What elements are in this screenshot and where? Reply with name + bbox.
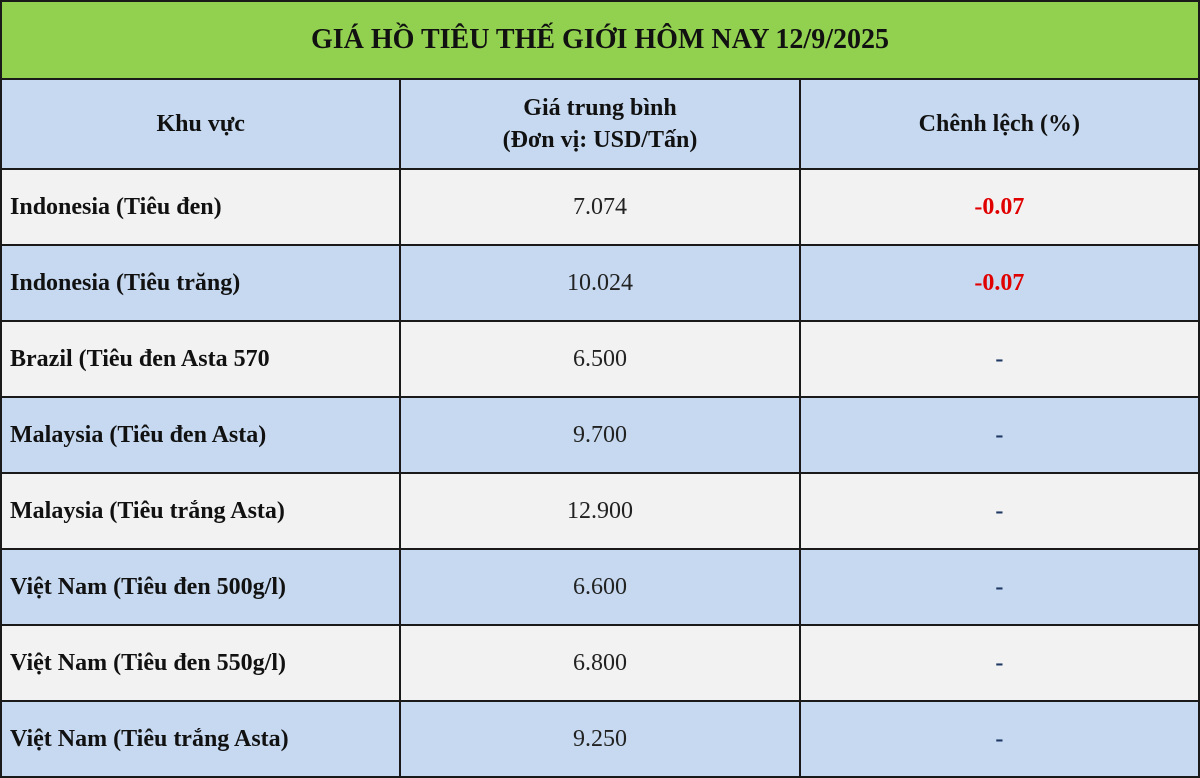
region-cell: Brazil (Tiêu đen Asta 570 xyxy=(0,320,402,398)
change-cell: - xyxy=(798,320,1200,398)
header-price-line1: Giá trung bình xyxy=(523,94,677,121)
table-row: Việt Nam (Tiêu trắng Asta) 9.250- xyxy=(0,700,1200,778)
table-row: Malaysia (Tiêu trắng Asta) 12.900- xyxy=(0,472,1200,550)
table-row: Việt Nam (Tiêu đen 550g/l) 6.800- xyxy=(0,624,1200,702)
table-row: Indonesia (Tiêu đen) 7.074 -0.07 xyxy=(0,168,1200,246)
price-cell: 9.700 xyxy=(399,396,801,474)
change-cell: - xyxy=(798,548,1200,626)
change-cell: - xyxy=(798,472,1200,550)
region-cell: Indonesia (Tiêu đen) xyxy=(0,168,402,246)
table-title: GIÁ HỒ TIÊU THẾ GIỚI HÔM NAY 12/9/2025 xyxy=(0,0,1200,80)
change-cell: - xyxy=(798,396,1200,474)
region-cell: Việt Nam (Tiêu đen 550g/l) xyxy=(0,624,402,702)
price-cell: 12.900 xyxy=(399,472,801,550)
price-cell: 10.024 xyxy=(399,244,801,322)
region-cell: Malaysia (Tiêu đen Asta) xyxy=(0,396,402,474)
header-price: Giá trung bình (Đơn vị: USD/Tấn) xyxy=(399,78,801,170)
price-cell: 6.500 xyxy=(399,320,801,398)
table-row: Malaysia (Tiêu đen Asta) 9.700- xyxy=(0,396,1200,474)
price-cell: 6.800 xyxy=(399,624,801,702)
header-region: Khu vực xyxy=(0,78,402,170)
change-cell: -0.07 xyxy=(798,168,1200,246)
price-cell: 9.250 xyxy=(399,700,801,778)
region-cell: Việt Nam (Tiêu trắng Asta) xyxy=(0,700,402,778)
region-cell: Indonesia (Tiêu trăng) xyxy=(0,244,402,322)
header-row: Khu vực Giá trung bình (Đơn vị: USD/Tấn)… xyxy=(0,78,1200,170)
price-cell: 7.074 xyxy=(399,168,801,246)
change-cell: -0.07 xyxy=(798,244,1200,322)
region-cell: Việt Nam (Tiêu đen 500g/l) xyxy=(0,548,402,626)
table-row: Việt Nam (Tiêu đen 500g/l) 6.600- xyxy=(0,548,1200,626)
region-cell: Malaysia (Tiêu trắng Asta) xyxy=(0,472,402,550)
change-cell: - xyxy=(798,700,1200,778)
change-cell: - xyxy=(798,624,1200,702)
header-price-line2: (Đơn vị: USD/Tấn) xyxy=(502,127,698,153)
header-change: Chênh lệch (%) xyxy=(798,78,1200,170)
price-cell: 6.600 xyxy=(399,548,801,626)
table-row: Indonesia (Tiêu trăng) 10.024 -0.07 xyxy=(0,244,1200,322)
table-row: Brazil (Tiêu đen Asta 570 6.500- xyxy=(0,320,1200,398)
